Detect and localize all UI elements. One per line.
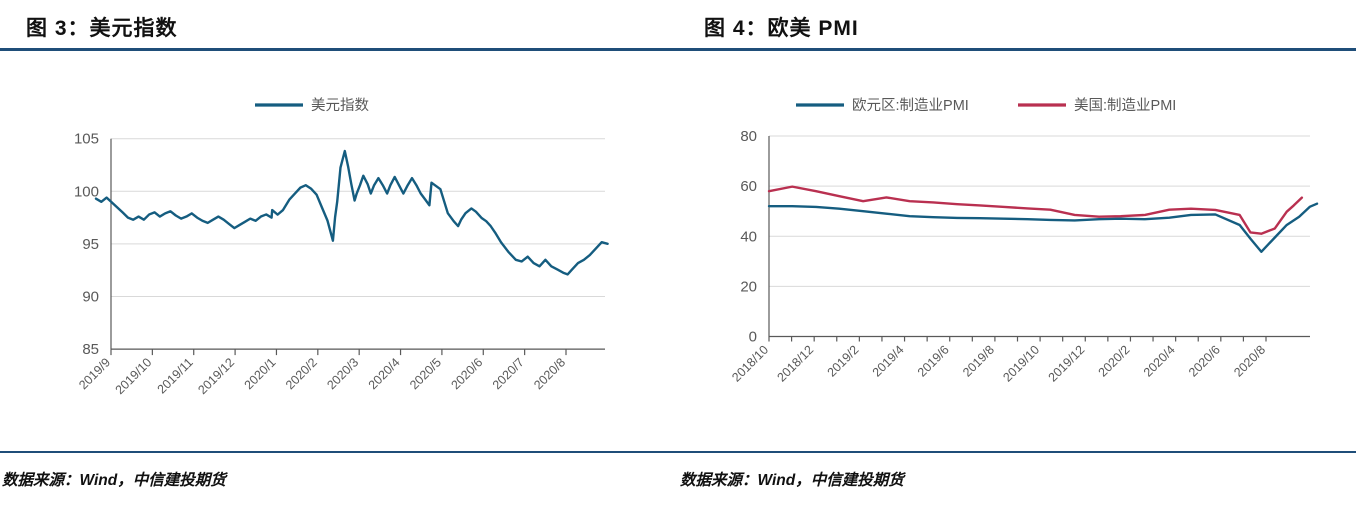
svg-text:0: 0 — [749, 329, 757, 346]
svg-text:2019/12: 2019/12 — [195, 355, 237, 397]
svg-text:美国:制造业PMI: 美国:制造业PMI — [1074, 97, 1176, 114]
svg-text:2020/8: 2020/8 — [1231, 343, 1268, 380]
svg-text:欧元区:制造业PMI: 欧元区:制造业PMI — [852, 97, 969, 114]
svg-text:2019/6: 2019/6 — [915, 343, 952, 380]
svg-text:2020/3: 2020/3 — [324, 355, 361, 392]
svg-text:80: 80 — [740, 128, 757, 145]
svg-text:2019/4: 2019/4 — [870, 343, 907, 380]
svg-text:2020/5: 2020/5 — [407, 355, 444, 392]
svg-text:2019/9: 2019/9 — [76, 355, 113, 392]
svg-text:2018/12: 2018/12 — [774, 343, 816, 385]
svg-text:2020/2: 2020/2 — [1096, 343, 1133, 380]
svg-text:40: 40 — [740, 228, 757, 245]
svg-text:2020/4: 2020/4 — [366, 355, 403, 392]
svg-text:2019/2: 2019/2 — [825, 343, 862, 380]
svg-text:105: 105 — [74, 131, 99, 148]
svg-text:2020/4: 2020/4 — [1141, 343, 1178, 380]
svg-text:90: 90 — [82, 289, 99, 306]
svg-text:85: 85 — [82, 341, 99, 358]
svg-text:2019/8: 2019/8 — [960, 343, 997, 380]
svg-text:2020/8: 2020/8 — [531, 355, 568, 392]
svg-text:2020/1: 2020/1 — [242, 355, 279, 392]
svg-text:2018/10: 2018/10 — [729, 343, 771, 385]
svg-text:2019/11: 2019/11 — [155, 355, 196, 396]
svg-text:2019/10: 2019/10 — [113, 355, 155, 397]
svg-text:2020/6: 2020/6 — [448, 355, 485, 392]
svg-text:95: 95 — [82, 236, 99, 253]
svg-text:2019/10: 2019/10 — [1000, 343, 1042, 385]
svg-text:2019/12: 2019/12 — [1046, 343, 1088, 385]
svg-text:2020/7: 2020/7 — [490, 355, 527, 392]
svg-text:美元指数: 美元指数 — [311, 97, 369, 114]
svg-text:2020/2: 2020/2 — [283, 355, 320, 392]
svg-text:20: 20 — [740, 278, 757, 295]
svg-text:2020/6: 2020/6 — [1186, 343, 1223, 380]
svg-text:60: 60 — [740, 178, 757, 195]
